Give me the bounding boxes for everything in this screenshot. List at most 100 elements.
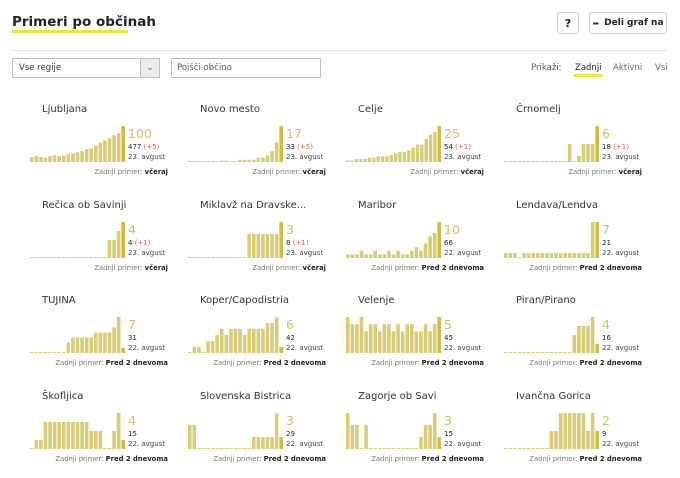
chart-bar — [414, 448, 419, 449]
tab-zadnji[interactable]: Zadnji — [574, 63, 603, 77]
chart-bar — [201, 257, 206, 258]
tab-vsi[interactable]: Vsi — [655, 63, 668, 73]
municipality-card[interactable]: Velenje 5 45 22. avgust Zadnji primer: Pred… — [346, 295, 496, 385]
chart-bar — [368, 254, 373, 258]
municipality-name: Lendava/Lendva — [516, 200, 599, 211]
municipality-name: Slovenska Bistrica — [200, 391, 292, 402]
help-button[interactable]: ? — [557, 12, 579, 34]
municipality-card[interactable]: Miklavž na Dravske... 3 8 (+1) 23. avgust Za… — [188, 200, 338, 290]
cases-bar-chart — [504, 317, 599, 353]
chart-bar — [558, 252, 563, 258]
latest-cases: 3 — [286, 413, 294, 428]
tab-aktivni[interactable]: Aktivni — [613, 63, 643, 73]
chart-bar — [274, 142, 279, 162]
chart-bar — [563, 161, 567, 162]
municipality-card[interactable]: Ivančna Gorica 2 9 22. avgust Zadnji primer… — [504, 391, 654, 478]
municipality-name: Miklavž na Dravske... — [200, 200, 307, 211]
chart-bar — [531, 352, 535, 353]
cases-bar-chart — [346, 222, 441, 258]
latest-date: 22. avgust — [286, 344, 324, 352]
chart-bar — [572, 252, 577, 258]
chart-bar — [261, 328, 265, 353]
chart-bar — [256, 437, 261, 449]
municipality-card[interactable]: Koper/Capodistria 6 42 22. avgust Zadnji pr… — [188, 295, 338, 385]
chart-bar — [382, 254, 387, 258]
chart-bar — [265, 437, 270, 449]
chart-bar — [396, 250, 400, 258]
last-case: Zadnji primer: včeraj — [410, 168, 484, 176]
chart-bar — [536, 448, 540, 449]
chart-bar — [261, 437, 265, 449]
chart-bar — [382, 448, 387, 449]
chart-bar — [107, 240, 112, 258]
chart-bar — [188, 424, 192, 449]
municipality-card[interactable]: Novo mesto 17 33 (+5) 23. avgust Zadnji prim… — [188, 104, 338, 194]
chart-bar — [437, 317, 441, 353]
chart-bar — [103, 140, 107, 162]
chart-bar — [233, 161, 238, 162]
last-case-label: Zadnji primer: — [213, 455, 262, 463]
last-case: Zadnji primer: Pred 2 dnevoma — [371, 359, 484, 367]
chart-bar — [52, 257, 57, 258]
total-value: 66 — [444, 239, 453, 247]
chart-bar — [577, 252, 581, 258]
chart-bar — [121, 126, 125, 162]
chart-bar — [201, 448, 206, 449]
chart-bar — [34, 352, 39, 353]
chart-bar — [210, 341, 215, 353]
chart-bar — [62, 257, 66, 258]
chart-bar — [256, 233, 261, 258]
latest-cases: 7 — [602, 222, 610, 237]
municipality-search-input[interactable] — [171, 58, 321, 78]
total-cases: 66 — [444, 239, 453, 247]
municipality-card[interactable]: Slovenska Bistrica 3 29 22. avgust Zadnji p… — [188, 391, 338, 478]
chart-bar — [536, 252, 540, 258]
chevron-down-icon[interactable]: ⌄ — [140, 59, 159, 77]
total-cases: 15 — [128, 430, 137, 438]
municipality-name: Celje — [358, 104, 383, 115]
latest-cases: 2 — [602, 413, 610, 428]
municipality-card[interactable]: Črnomelj 6 18 (+1) 23. avgust Zadnji primer:… — [504, 104, 654, 194]
last-case-value: včeraj — [302, 168, 326, 176]
chart-bar — [261, 233, 265, 258]
total-cases: 45 — [444, 334, 453, 342]
municipality-card[interactable]: Zagorje ob Savi 3 15 22. avgust Zadnji prim… — [346, 391, 496, 478]
chart-bar — [554, 431, 558, 449]
chart-bar — [52, 422, 57, 449]
municipality-card[interactable]: Celje 25 54 (+1) 23. avgust Zadnji primer: v… — [346, 104, 496, 194]
chart-bar — [400, 448, 405, 449]
cases-bar-chart — [188, 413, 283, 449]
latest-date: 22. avgust — [444, 344, 482, 352]
share-button[interactable]: ➦ Deli graf na — [589, 12, 667, 34]
chart-bar — [350, 424, 355, 449]
municipality-card[interactable]: Piran/Pirano 4 16 22. avgust Zadnji primer:… — [504, 295, 654, 385]
chart-bar — [39, 156, 43, 162]
chart-bar — [522, 352, 526, 353]
region-select[interactable]: Vse regije ⌄ — [12, 58, 160, 78]
chart-bar — [522, 161, 526, 162]
municipality-card[interactable]: Rečica ob Savinji 4 4 (+1) 23. avgust Zadnji… — [30, 200, 180, 290]
municipality-card[interactable]: Lendava/Lendva 7 21 22. avgust Zadnji prime… — [504, 200, 654, 290]
chart-bar — [71, 257, 75, 258]
chart-bar — [247, 233, 251, 258]
chart-bar — [265, 155, 270, 162]
latest-cases: 6 — [286, 317, 294, 332]
chart-bar — [52, 155, 57, 162]
latest-cases: 3 — [444, 413, 452, 428]
municipality-card[interactable]: Škofljica 4 15 22. avgust Zadnji primer: Pr… — [30, 391, 180, 478]
last-case: Zadnji primer: včeraj — [94, 168, 168, 176]
chart-bar — [504, 448, 508, 449]
chart-bar — [554, 352, 558, 353]
chart-bar — [39, 257, 43, 258]
municipality-card[interactable]: Maribor 10 66 22. avgust Zadnji primer: Pre… — [346, 200, 496, 290]
cases-bar-chart — [30, 413, 125, 449]
chart-bar — [188, 352, 192, 353]
chart-bar — [372, 157, 376, 162]
municipality-card[interactable]: Ljubljana 100 477 (+5) 23. avgust Zadnji pri… — [30, 104, 180, 194]
chart-bar — [586, 144, 590, 162]
cases-bar-chart — [30, 222, 125, 258]
last-case-label: Zadnji primer: — [252, 264, 301, 272]
chart-bar — [419, 437, 423, 449]
municipality-card[interactable]: TUJINA 7 31 22. avgust Zadnji primer: Pred … — [30, 295, 180, 385]
chart-bar — [540, 252, 545, 258]
